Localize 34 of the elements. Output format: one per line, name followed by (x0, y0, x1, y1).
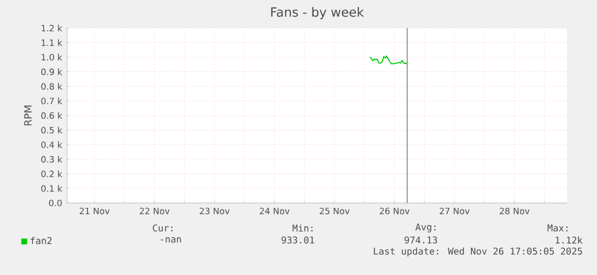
y-tick-label: 1.0 k (42, 54, 62, 61)
y-tick-label: 0.9 k (41, 68, 62, 76)
text: -nan (160, 237, 181, 243)
text: Min: (292, 224, 312, 232)
y-tick-label: 0.2 k (41, 170, 62, 178)
y-tick-label: 0.4 k (41, 141, 62, 148)
y-tick-label: 0.7 k (41, 98, 62, 104)
text: Max: (548, 224, 568, 232)
text: Avg: (415, 224, 436, 232)
text: Last update: Wed Nov 26 17:05:05 2025 (374, 247, 582, 257)
y-tick-label: 0.5 k (41, 126, 62, 134)
x-tick-label: 23 Nov (200, 208, 230, 214)
y-tick-label: 0.8 k (41, 82, 62, 90)
y-tick-label: 0.1 k (41, 185, 62, 192)
legend-label: fan2 (30, 236, 52, 244)
x-tick-label: 25 Nov (320, 208, 350, 214)
x-tick-label: 27 Nov (440, 208, 470, 214)
line-series (368, 55, 408, 64)
text: 933.01 (282, 236, 314, 244)
y-tick-label: 1.1 k (42, 39, 62, 46)
x-tick-label: 22 Nov (140, 208, 170, 214)
text: Cur: (152, 224, 172, 232)
chart-title: Fans - by week (271, 7, 364, 20)
y-tick-label: 0.3 k (41, 156, 62, 163)
y-axis-title: RPM (24, 106, 32, 126)
x-tick-label: 24 Nov (260, 208, 290, 214)
x-tick-label: 28 Nov (500, 208, 530, 214)
x-tick-label: 21 Nov (80, 208, 110, 214)
text: 1.12k (556, 236, 583, 244)
y-tick-label: 1.2 k (42, 24, 62, 32)
text: 974.13 (404, 236, 438, 244)
x-tick-label: 26 Nov (380, 208, 410, 214)
y-tick-label: 0.6 k (41, 112, 62, 119)
y-tick-label: 0.0 (49, 200, 62, 206)
